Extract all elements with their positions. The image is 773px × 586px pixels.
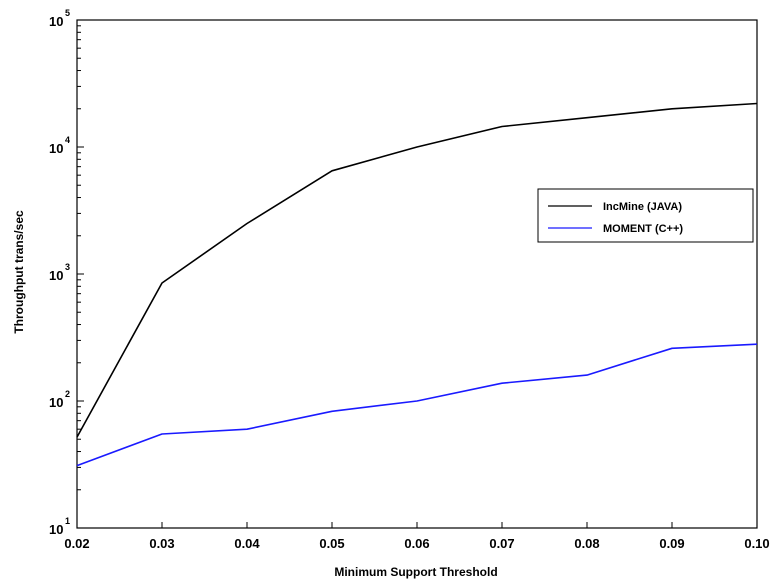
y-tick-label: 10: [49, 14, 63, 29]
y-tick-label: 10: [49, 395, 63, 410]
legend-label-moment: MOMENT (C++): [603, 223, 683, 235]
y-tick-label: 10: [49, 141, 63, 156]
x-tick-label: 0.07: [489, 536, 514, 551]
x-tick-label: 0.04: [234, 536, 260, 551]
series-lines: [76, 102, 758, 467]
legend-label-incmine: IncMine (JAVA): [603, 201, 682, 213]
y-tick-label: 10: [49, 522, 63, 537]
x-axis-ticks: 0.02 0.03 0.04 0.05 0.06 0.07 0.08 0.09 0.10: [64, 522, 770, 551]
x-tick-label: 0.06: [404, 536, 429, 551]
y-tick-exponent: 4: [65, 135, 70, 145]
series-line-incmine: [76, 102, 758, 438]
legend-box: [537, 188, 754, 243]
y-axis-title: Throughput trans/sec: [12, 210, 26, 334]
x-tick-label: 0.03: [149, 536, 174, 551]
legend: IncMine (JAVA) MOMENT (C++): [537, 188, 754, 243]
x-tick-label: 0.02: [64, 536, 89, 551]
y-tick-label: 10: [49, 268, 63, 283]
y-tick-exponent: 5: [65, 8, 70, 18]
y-tick-exponent: 1: [65, 516, 70, 526]
y-tick-exponent: 3: [65, 262, 70, 272]
x-tick-label: 0.09: [659, 536, 684, 551]
series-line-moment: [76, 343, 758, 467]
x-tick-label: 0.05: [319, 536, 344, 551]
y-tick-exponent: 2: [65, 389, 70, 399]
x-axis-title: Minimum Support Threshold: [334, 565, 497, 579]
x-tick-label: 0.08: [574, 536, 599, 551]
x-tick-label: 0.10: [744, 536, 769, 551]
